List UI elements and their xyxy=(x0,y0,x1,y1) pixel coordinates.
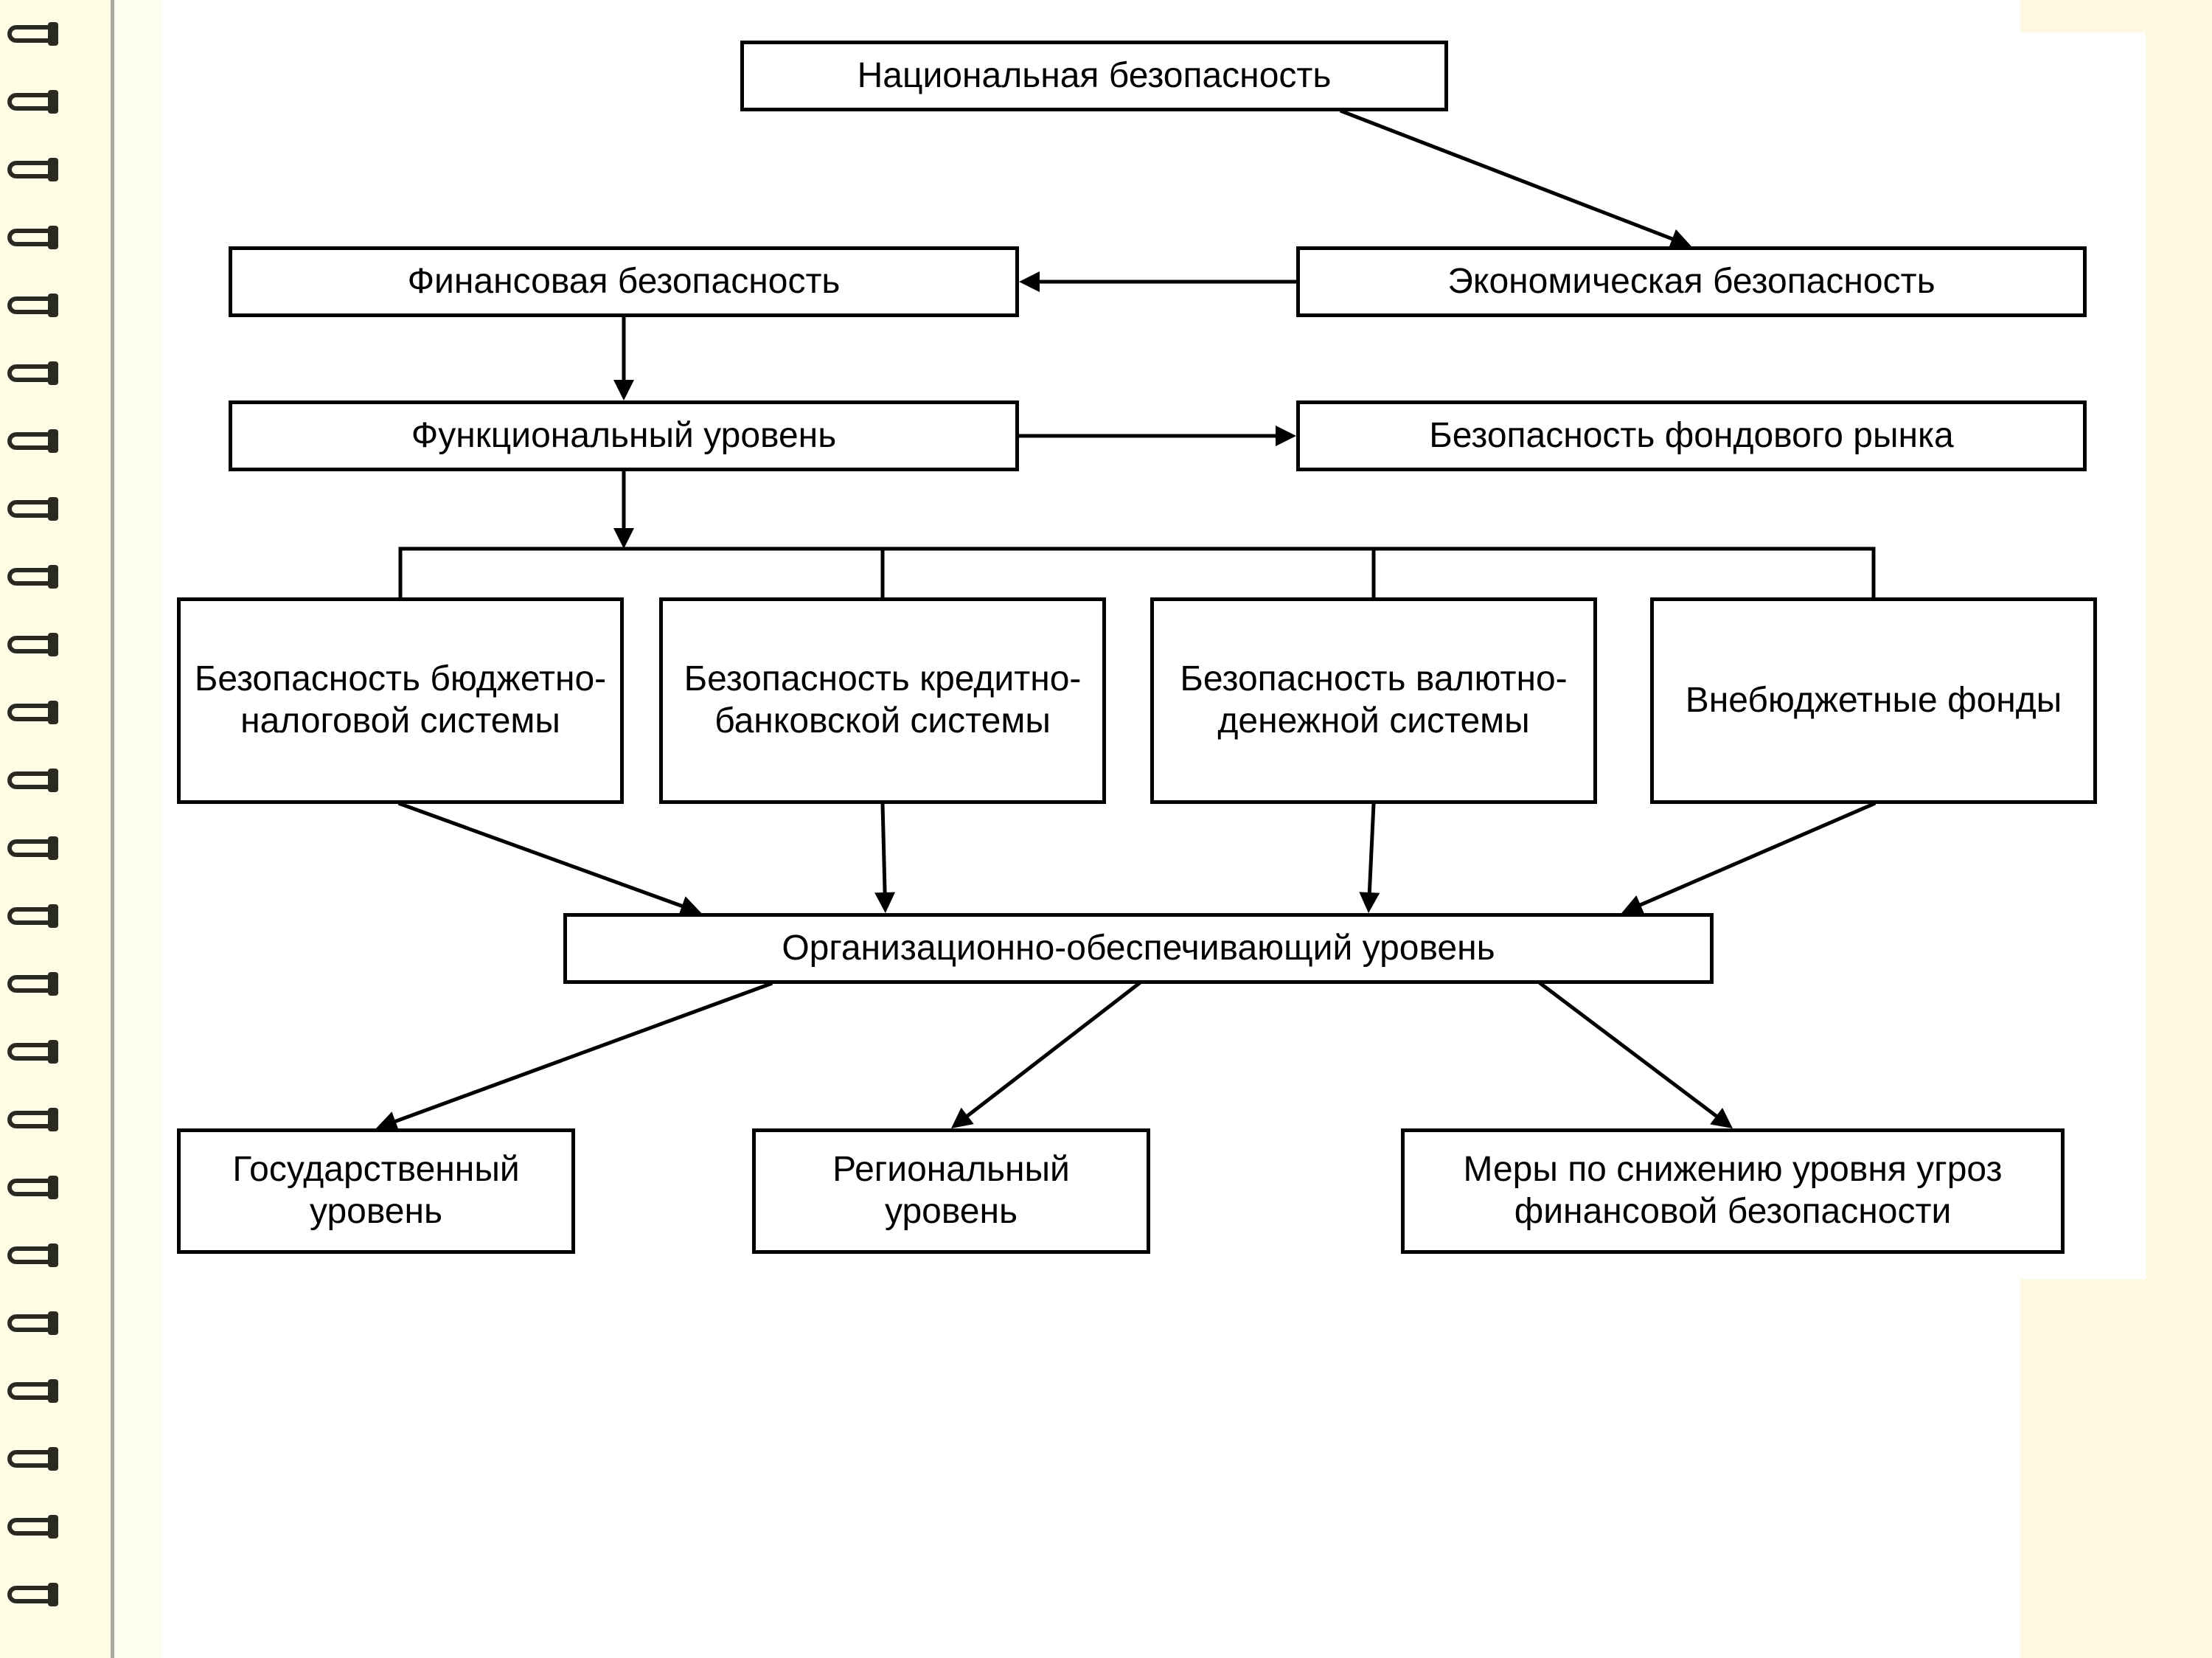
flow-node-n3: Экономическая безопасность xyxy=(1296,246,2087,317)
spiral-ring xyxy=(7,1375,52,1407)
flow-node-n11: Государственный уровень xyxy=(177,1128,575,1254)
spiral-ring xyxy=(7,357,52,389)
paper-left-tint xyxy=(111,0,162,1658)
spiral-ring xyxy=(7,1103,52,1136)
spiral-ring xyxy=(7,1443,52,1475)
spiral-ring xyxy=(7,832,52,864)
flow-node-n2: Финансовая безопасность xyxy=(229,246,1019,317)
spiral-ring xyxy=(7,696,52,729)
spiral-ring xyxy=(7,1510,52,1543)
flow-node-n8: Безопасность валютно-денежной системы xyxy=(1150,597,1597,804)
spiral-ring xyxy=(7,1171,52,1204)
spiral-ring xyxy=(7,221,52,254)
flow-node-n5: Безопасность фондового рынка xyxy=(1296,400,2087,471)
spiral-ring xyxy=(7,628,52,661)
spiral-ring xyxy=(7,1239,52,1272)
spiral-ring xyxy=(7,493,52,525)
flow-node-n7: Безопасность кредитно-банковской системы xyxy=(659,597,1106,804)
diagram-stage: Национальная безопасность Финансовая безо… xyxy=(0,0,2212,1658)
spiral-ring xyxy=(7,86,52,118)
spiral-ring xyxy=(7,289,52,322)
spiral-ring xyxy=(7,764,52,797)
spiral-ring xyxy=(7,425,52,457)
spiral-ring xyxy=(7,153,52,186)
flow-node-n10: Организационно-обеспечивающий уровень xyxy=(563,913,1714,984)
spiral-ring xyxy=(7,1578,52,1611)
spiral-ring xyxy=(7,968,52,1000)
flow-node-n1: Национальная безопасность xyxy=(740,41,1448,111)
spiral-ring xyxy=(7,900,52,932)
spiral-ring xyxy=(7,561,52,593)
flow-node-n13: Меры по снижению уровня угроз финансовой… xyxy=(1401,1128,2065,1254)
flow-node-n4: Функциональный уровень xyxy=(229,400,1019,471)
spiral-ring xyxy=(7,1036,52,1068)
spiral-ring xyxy=(7,18,52,50)
spiral-ring xyxy=(7,1307,52,1339)
flow-node-n9: Внебюджетные фонды xyxy=(1650,597,2097,804)
flow-node-n12: Региональный уровень xyxy=(752,1128,1150,1254)
flow-node-n6: Безопасность бюджетно-налоговой системы xyxy=(177,597,624,804)
